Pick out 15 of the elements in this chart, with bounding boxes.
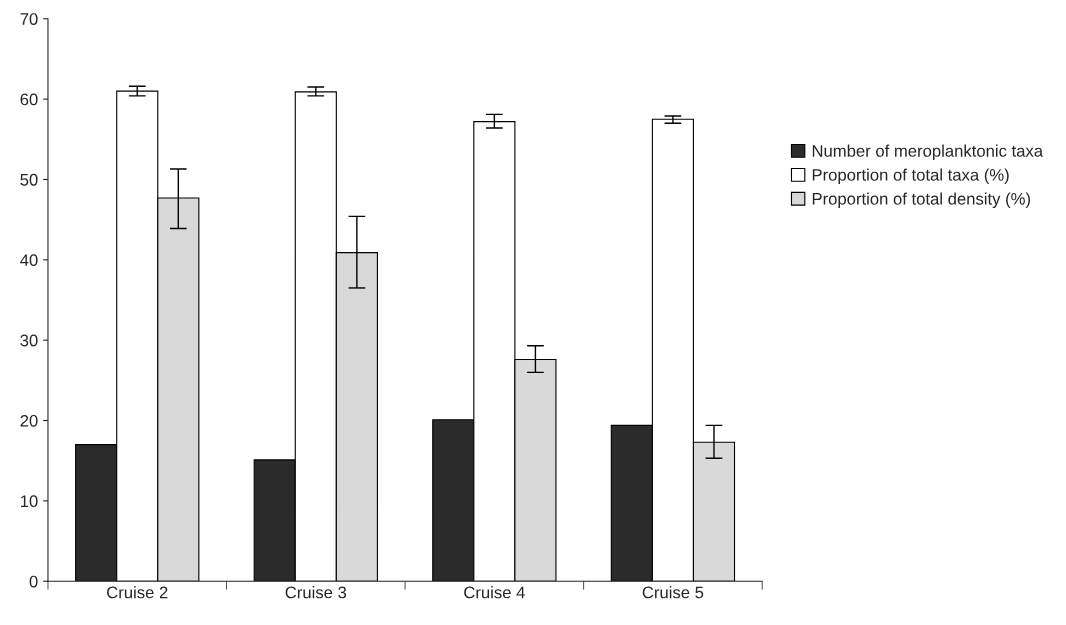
x-tick-label: Cruise 2	[107, 586, 168, 599]
y-tick-label: 60	[20, 93, 38, 106]
x-tick-label: Cruise 4	[464, 586, 525, 599]
legend-label: Number of meroplanktonic taxa	[812, 144, 1044, 161]
x-tick-label: Cruise 5	[642, 586, 704, 599]
y-tick-label: 30	[20, 334, 38, 347]
y-tick-label: 40	[20, 254, 38, 267]
y-tick-label: 0	[29, 575, 38, 588]
legend-label: Proportion of total taxa (%)	[812, 168, 1009, 185]
legend-label: Proportion of total density (%)	[812, 192, 1030, 209]
y-tick-label: 10	[20, 495, 38, 508]
x-tick-label: Cruise 3	[285, 586, 347, 599]
y-tick-label: 20	[20, 414, 38, 427]
y-tick-label: 50	[20, 173, 38, 186]
y-tick-label: 70	[20, 13, 38, 25]
